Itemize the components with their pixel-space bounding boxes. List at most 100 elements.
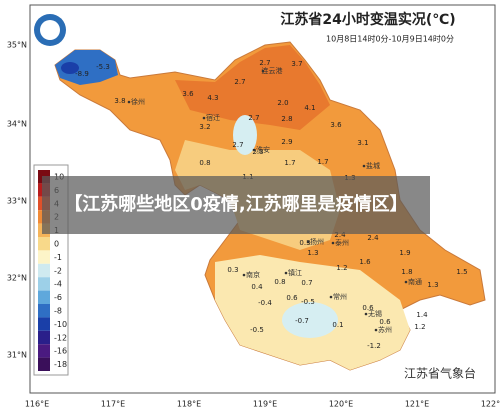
lon-label: 122°E [481, 400, 500, 409]
lon-label: 117°E [101, 400, 125, 409]
legend-label: -18 [54, 360, 67, 369]
lat-label: 35°N [7, 41, 27, 50]
station-value: 4.3 [207, 94, 218, 102]
station-value: 2.9 [281, 138, 292, 146]
station-value: 2.4 [334, 231, 346, 239]
station-value: 1.3 [307, 249, 318, 257]
station-value: 2.4 [367, 234, 379, 242]
city-name: 南通 [408, 277, 422, 286]
city-dot [364, 312, 368, 316]
lat-label: 32°N [7, 274, 27, 283]
legend-label: -10 [54, 320, 67, 329]
station-value: 0.3 [227, 266, 238, 274]
city-dot [374, 328, 378, 332]
city-name: 苏州 [378, 325, 392, 334]
station-value: 4.1 [304, 104, 315, 112]
lake [282, 302, 338, 338]
legend-swatch [38, 237, 50, 251]
legend-swatch [38, 317, 50, 331]
legend-label: 0 [54, 240, 59, 249]
city-dot [127, 100, 131, 104]
city-dot [362, 164, 366, 168]
legend-label: -1 [54, 253, 62, 262]
station-value: -0.5 [250, 326, 264, 334]
cold-patch [55, 50, 118, 85]
lon-label: 119°E [253, 400, 277, 409]
station-value: 1.7 [284, 159, 295, 167]
station-value: -0.4 [258, 299, 272, 307]
station-value: 3.2 [199, 123, 210, 131]
source: 江苏省气象台 [404, 366, 476, 381]
legend-swatch [38, 277, 50, 291]
station-value: 2.7 [234, 78, 245, 86]
station-value: 2.8 [281, 115, 292, 123]
station-value: 3.7 [291, 60, 302, 68]
city-name: 徐州 [131, 97, 145, 106]
legend-swatch [38, 263, 50, 278]
warm-core [175, 45, 330, 130]
city-dot [202, 116, 206, 120]
station-value: -8.9 [75, 70, 89, 78]
lat-label: 31°N [7, 351, 27, 360]
lat-label: 33°N [7, 197, 27, 206]
title: 江苏省24小时变温实况(℃) [280, 11, 455, 28]
city-dot [331, 241, 335, 245]
city-name: 南京 [246, 270, 260, 279]
city-name: 扬州 [310, 237, 324, 246]
lon-label: 118°E [177, 400, 201, 409]
logo-inner [40, 20, 60, 40]
station-value: 0.3 [299, 239, 310, 247]
station-value: 1.2 [414, 323, 425, 331]
cold-core [61, 62, 79, 74]
legend-label: -4 [54, 280, 62, 289]
city-dot [242, 273, 246, 277]
station-value: 2.7 [259, 59, 270, 67]
station-value: 1.6 [359, 258, 371, 266]
city-dot [404, 280, 408, 284]
legend-swatch [38, 304, 50, 318]
city-dot [306, 240, 310, 244]
legend-swatch [38, 290, 50, 304]
station-value: 1.9 [399, 249, 410, 257]
station-value: 1.7 [317, 158, 328, 166]
city-name: 宿迁 [206, 113, 220, 122]
legend-label: -6 [54, 293, 62, 302]
city-dot [284, 271, 288, 275]
station-value: 0.1 [332, 321, 343, 329]
subtitle: 10月8日14时0分-10月9日14时0分 [326, 34, 454, 44]
station-value: 0.6 [362, 304, 374, 312]
station-value: -0.7 [295, 317, 309, 325]
city-name: 无锡 [368, 309, 382, 318]
legend-label: -8 [54, 307, 62, 316]
city-dot [261, 69, 265, 73]
station-value: 2.7 [248, 114, 259, 122]
station-value: -5.3 [96, 63, 110, 71]
station-value: 0.7 [301, 279, 312, 287]
station-value: 3.1 [357, 139, 368, 147]
city-name: 常州 [333, 292, 347, 301]
lat-label: 34°N [7, 120, 27, 129]
station-value: 1.4 [416, 311, 428, 319]
station-value: 2.0 [277, 99, 288, 107]
city-dot [252, 148, 256, 152]
city-name: 盐城 [366, 161, 380, 170]
lake [233, 115, 257, 155]
lon-label: 120°E [329, 400, 353, 409]
station-value: 0.8 [199, 159, 210, 167]
station-value: 3.8 [114, 97, 125, 105]
station-value: 2.3 [252, 148, 263, 156]
station-value: 0.6 [379, 318, 391, 326]
legend-label: -12 [54, 333, 67, 342]
station-value: 1.3 [427, 281, 438, 289]
legend-label: -2 [54, 266, 62, 275]
station-value: 1.5 [456, 268, 467, 276]
legend-swatch [38, 357, 50, 371]
city-dot [329, 295, 333, 299]
station-value: -1.2 [367, 342, 381, 350]
legend-swatch [38, 330, 50, 345]
station-value: 2.7 [232, 141, 243, 149]
lon-label: 116°E [25, 400, 49, 409]
city-name: 淮安 [256, 145, 270, 154]
station-value: 3.6 [182, 90, 194, 98]
